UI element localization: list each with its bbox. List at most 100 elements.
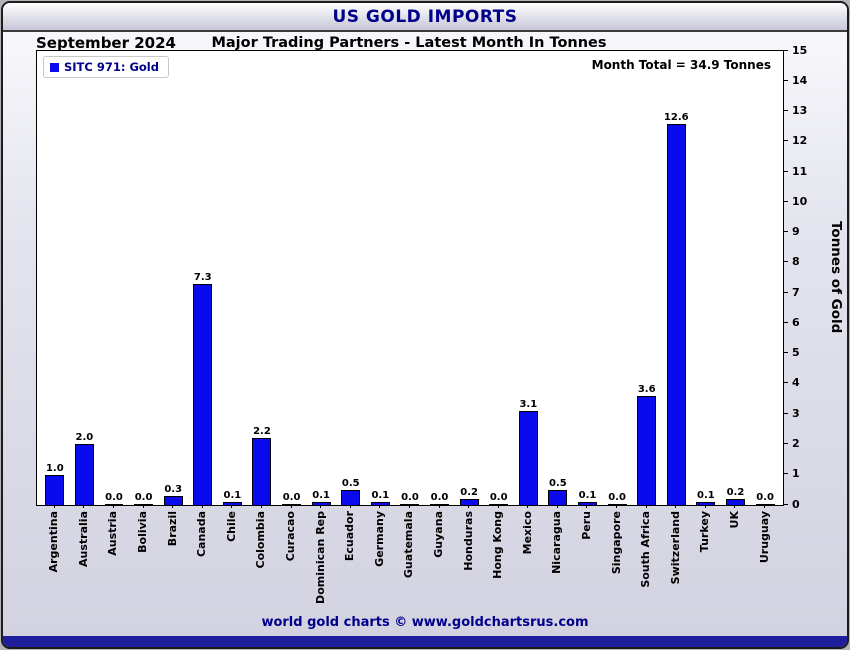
y-tick-label: 6 [792,315,800,329]
page-title: US GOLD IMPORTS [3,3,847,32]
x-tick-mark [556,505,558,508]
bar-value-label: 3.1 [519,399,538,411]
bar [489,504,509,505]
bar [311,501,331,505]
bar [252,438,272,505]
x-tick-mark [142,505,144,508]
x-tick-mark [379,505,381,508]
bar-slot: 0.0 [277,51,307,505]
bar [755,504,775,505]
bar-slot: 0.1 [218,51,248,505]
x-tick: Honduras [453,505,483,621]
y-tick-label: 2 [792,436,800,450]
bar-slot: 0.0 [129,51,159,505]
month-total-annotation: Month Total = 34.9 Tonnes [591,58,771,72]
bar-value-label: 0.0 [489,492,508,503]
x-tick-mark [586,505,588,508]
x-tick: Singapore [601,505,631,621]
x-tick-mark [675,505,677,508]
x-tick-mark [438,505,440,508]
bar-slot: 0.0 [99,51,129,505]
page-title-text: US GOLD IMPORTS [332,6,518,27]
x-tick: Australia [69,505,99,621]
x-tick: Chile [217,505,247,621]
bar-slot: 0.1 [573,51,603,505]
y-tick-label: 14 [792,73,808,87]
bar-value-label: 0.1 [312,489,330,501]
x-tick: Turkey [690,505,720,621]
x-tick-label: Germany [372,511,386,567]
bar-slot: 0.0 [395,51,425,505]
bar [163,495,183,505]
bar-value-label: 0.0 [430,492,449,503]
x-tick: Curacao [276,505,306,621]
bar [282,504,302,505]
x-tick-label: Brazil [165,511,179,547]
x-tick-label: Australia [76,511,90,567]
bar-slot: 0.1 [691,51,721,505]
x-tick: Switzerland [660,505,690,621]
bar [518,411,538,505]
x-tick-mark [201,505,203,508]
bars-layer: 1.0 2.0 0.0 0.0 0.3 7.3 0.1 2.2 0.0 0.1 0.5 0.1 0.0 0… [37,51,783,505]
bar [341,489,361,505]
x-tick-label: Turkey [698,511,712,553]
y-tick-mark [783,200,788,202]
bottom-accent-bar [3,636,847,647]
x-tick-mark [349,505,351,508]
y-tick-label: 15 [792,43,808,57]
bar-slot: 0.2 [454,51,484,505]
x-tick: Peru [572,505,602,621]
x-tick-label: Austria [106,511,120,556]
bar-slot: 0.2 [721,51,751,505]
x-tick: Austria [98,505,128,621]
bar-slot: 1.0 [40,51,70,505]
x-tick-mark [53,505,55,508]
y-tick-mark [783,170,788,172]
bar-value-label: 12.6 [663,111,689,123]
y-tick-mark [783,352,788,354]
bar [193,284,213,505]
bar-value-label: 2.0 [75,432,94,444]
x-tick: Canada [187,505,217,621]
x-tick: Colombia [246,505,276,621]
x-tick: Ecuador [335,505,365,621]
y-tick-label: 4 [792,376,800,390]
x-tick: Hong Kong [483,505,513,621]
bar [430,504,449,505]
y-tick-label: 13 [792,104,808,118]
x-tick-mark [83,505,85,508]
x-tick-mark [616,505,618,508]
legend-swatch-icon [50,62,59,72]
x-tick-label: Curacao [284,511,298,562]
x-tick-mark [468,505,470,508]
bar-slot: 12.6 [661,51,691,505]
y-tick-label: 12 [792,134,808,148]
x-tick-label: Chile [224,511,238,542]
x-tick-mark [704,505,706,508]
y-tick-label: 9 [792,225,800,239]
bar-value-label: 7.3 [193,272,212,284]
bar [134,504,154,505]
bar-value-label: 0.0 [105,492,123,503]
y-tick-mark [783,382,788,384]
y-tick-label: 1 [792,467,800,481]
bar-value-label: 3.6 [637,384,656,396]
footer-credit: world gold charts © www.goldchartsrus.co… [261,615,589,630]
x-tick-mark [645,505,647,508]
y-tick-mark [783,442,788,444]
bar [578,501,597,505]
x-tick: Bolivia [128,505,158,621]
y-tick-mark [783,50,788,51]
x-tick-mark [290,505,292,508]
bar [459,498,479,505]
bar-value-label: 0.5 [549,477,567,489]
x-tick-mark [497,505,499,508]
x-tick-label: Guyana [432,511,446,558]
bar-value-label: 0.0 [134,492,153,503]
bar-slot: 0.5 [543,51,573,505]
legend: SITC 971: Gold [43,56,169,78]
x-tick-label: Argentina [47,511,61,573]
bar [607,504,627,505]
